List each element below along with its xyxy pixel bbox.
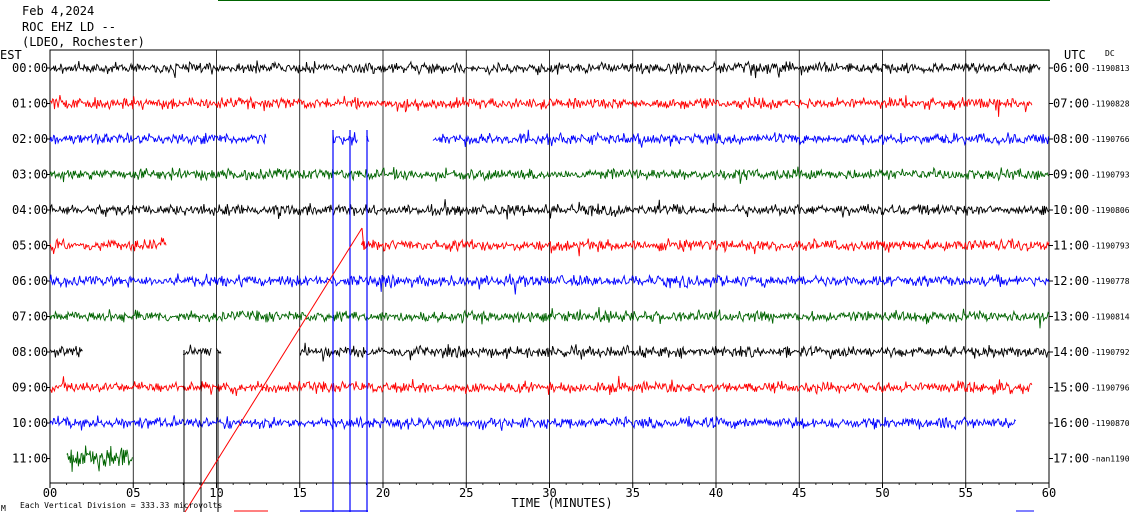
x-tick-label: 40 bbox=[709, 486, 723, 500]
trace-segment bbox=[332, 132, 358, 146]
chart-network: (LDEO, Rochester) bbox=[22, 35, 145, 49]
scale-note: Each Vertical Division = 333.33 microvol… bbox=[20, 501, 222, 510]
trace-segment bbox=[49, 60, 1041, 79]
est-hour-label: 11:00 bbox=[12, 452, 48, 466]
chart-date: Feb 4,2024 bbox=[22, 4, 94, 18]
artifacts-group bbox=[183, 130, 1034, 513]
x-tick-label: 55 bbox=[959, 486, 973, 500]
utc-hour-label: 11:00 bbox=[1053, 239, 1089, 253]
x-tick-label: 00 bbox=[43, 486, 57, 500]
est-hour-label: 02:00 bbox=[12, 132, 48, 146]
trace-segment bbox=[299, 342, 1049, 362]
trace-segment bbox=[49, 345, 83, 358]
x-tick-label: 20 bbox=[376, 486, 390, 500]
utc-hour-label: 16:00 bbox=[1053, 416, 1089, 430]
right-timezone-label: UTC bbox=[1064, 48, 1086, 62]
x-tick-label: 45 bbox=[792, 486, 806, 500]
trace-segment bbox=[49, 95, 1033, 117]
dc-offset-label: -1190870 bbox=[1091, 419, 1130, 428]
x-tick-label: 30 bbox=[542, 486, 556, 500]
trace-segment bbox=[66, 445, 133, 472]
x-tick-label: 05 bbox=[126, 486, 140, 500]
left-timezone-label: EST bbox=[0, 48, 22, 62]
utc-hour-label: 06:00 bbox=[1053, 61, 1089, 75]
utc-hour-label: 10:00 bbox=[1053, 203, 1089, 217]
grid-group bbox=[46, 49, 1053, 488]
trace-segment bbox=[49, 237, 167, 255]
est-hour-label: 04:00 bbox=[12, 203, 48, 217]
utc-hour-label: 13:00 bbox=[1053, 310, 1089, 324]
utc-hour-label: 12:00 bbox=[1053, 274, 1089, 288]
trace-segment bbox=[216, 348, 222, 354]
est-hour-label: 10:00 bbox=[12, 416, 48, 430]
est-hour-label: 06:00 bbox=[12, 274, 48, 288]
trace-segment bbox=[432, 129, 1049, 148]
trace-segment bbox=[49, 166, 1050, 184]
dc-offset-label: -1190793 bbox=[1091, 171, 1130, 180]
trace-segment bbox=[49, 273, 1050, 295]
trace-segment bbox=[49, 415, 1017, 431]
corner-mark: M bbox=[1, 504, 6, 513]
est-hour-label: 08:00 bbox=[12, 345, 48, 359]
dc-offset-label: -nan1190 bbox=[1091, 455, 1130, 464]
chart-station: ROC EHZ LD -- bbox=[22, 20, 116, 34]
dc-offset-label: -1190766 bbox=[1091, 135, 1130, 144]
dc-offset-label: -1190796 bbox=[1091, 384, 1130, 393]
est-hour-label: 03:00 bbox=[12, 168, 48, 182]
utc-hour-label: 14:00 bbox=[1053, 345, 1089, 359]
x-tick-label: 25 bbox=[459, 486, 473, 500]
utc-hour-label: 17:00 bbox=[1053, 452, 1089, 466]
ramp-artifact bbox=[361, 227, 365, 251]
x-axis-title: TIME (MINUTES) bbox=[511, 496, 612, 510]
utc-hour-label: 15:00 bbox=[1053, 381, 1089, 395]
dc-offset-label: -1190813 bbox=[1091, 64, 1130, 73]
x-tick-label: 15 bbox=[293, 486, 307, 500]
x-tick-label: 35 bbox=[626, 486, 640, 500]
utc-hour-label: 09:00 bbox=[1053, 168, 1089, 182]
dc-offset-label: -1190793 bbox=[1091, 242, 1130, 251]
dc-header-label: DC bbox=[1105, 49, 1115, 58]
trace-segment bbox=[182, 344, 212, 356]
x-tick-label: 60 bbox=[1042, 486, 1056, 500]
dc-offset-label: -1190792 bbox=[1091, 348, 1130, 357]
x-tick-label: 10 bbox=[209, 486, 223, 500]
est-hour-label: 01:00 bbox=[12, 97, 48, 111]
trace-segment bbox=[49, 132, 267, 147]
est-hour-label: 00:00 bbox=[12, 61, 48, 75]
est-hour-label: 05:00 bbox=[12, 239, 48, 253]
dc-offset-label: -1190806 bbox=[1091, 206, 1130, 215]
x-tick-label: 50 bbox=[875, 486, 889, 500]
traces-group bbox=[49, 60, 1050, 472]
utc-hour-label: 08:00 bbox=[1053, 132, 1089, 146]
dc-offset-label: -1190828 bbox=[1091, 100, 1130, 109]
dc-offset-label: -1190778 bbox=[1091, 277, 1130, 286]
trace-segment bbox=[49, 307, 1050, 329]
utc-hour-label: 07:00 bbox=[1053, 97, 1089, 111]
trace-segment bbox=[49, 199, 1050, 220]
trace-segment bbox=[49, 375, 1033, 396]
dc-offset-label: -1190814 bbox=[1091, 313, 1130, 322]
ramp-artifact bbox=[184, 227, 363, 513]
trace-segment bbox=[360, 237, 1050, 257]
est-hour-label: 09:00 bbox=[12, 381, 48, 395]
est-hour-label: 07:00 bbox=[12, 310, 48, 324]
